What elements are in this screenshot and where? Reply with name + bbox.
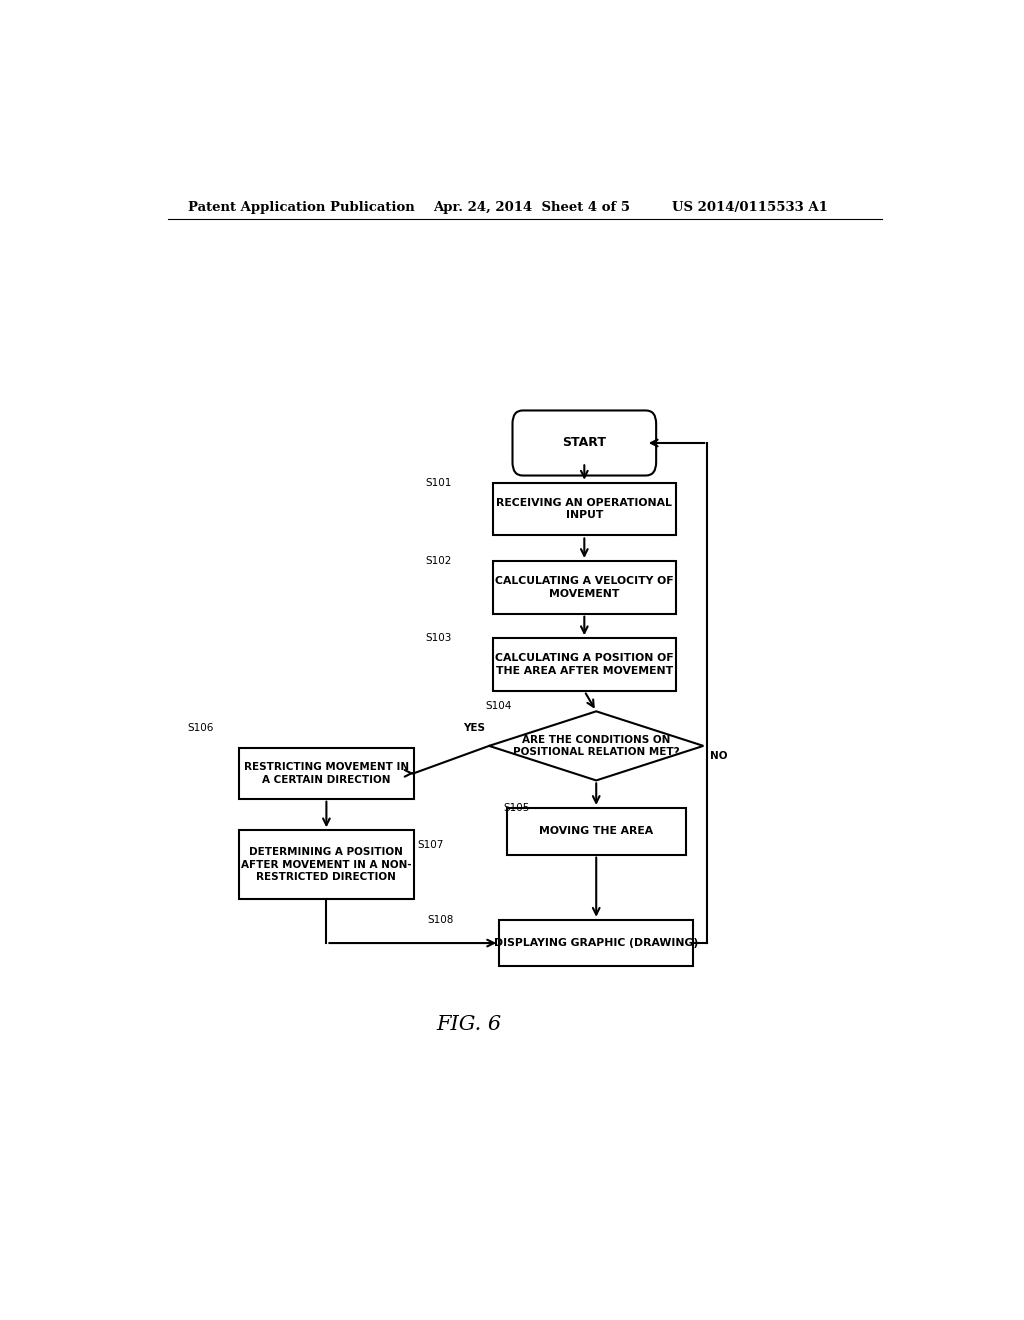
Text: FIG. 6: FIG. 6 <box>436 1015 502 1034</box>
Text: S104: S104 <box>485 701 512 711</box>
Text: S102: S102 <box>426 556 452 566</box>
Text: S107: S107 <box>418 841 444 850</box>
FancyBboxPatch shape <box>494 638 676 690</box>
FancyBboxPatch shape <box>240 830 414 899</box>
Text: ARE THE CONDITIONS ON
POSITIONAL RELATION MET?: ARE THE CONDITIONS ON POSITIONAL RELATIO… <box>513 735 680 758</box>
Text: START: START <box>562 437 606 450</box>
Text: MOVING THE AREA: MOVING THE AREA <box>540 826 653 837</box>
FancyBboxPatch shape <box>499 920 693 966</box>
FancyBboxPatch shape <box>512 411 656 475</box>
Text: RECEIVING AN OPERATIONAL
INPUT: RECEIVING AN OPERATIONAL INPUT <box>497 498 673 520</box>
Text: S106: S106 <box>187 722 214 733</box>
FancyBboxPatch shape <box>240 748 414 799</box>
Text: DISPLAYING GRAPHIC (DRAWING): DISPLAYING GRAPHIC (DRAWING) <box>495 939 698 948</box>
Text: RESTRICTING MOVEMENT IN
A CERTAIN DIRECTION: RESTRICTING MOVEMENT IN A CERTAIN DIRECT… <box>244 762 409 784</box>
Text: NO: NO <box>710 751 727 762</box>
FancyBboxPatch shape <box>494 561 676 614</box>
Text: S105: S105 <box>503 803 529 813</box>
Text: CALCULATING A VELOCITY OF
MOVEMENT: CALCULATING A VELOCITY OF MOVEMENT <box>495 576 674 598</box>
Text: DETERMINING A POSITION
AFTER MOVEMENT IN A NON-
RESTRICTED DIRECTION: DETERMINING A POSITION AFTER MOVEMENT IN… <box>241 847 412 882</box>
Text: S101: S101 <box>426 478 452 487</box>
Text: S108: S108 <box>428 915 454 924</box>
FancyBboxPatch shape <box>507 808 685 854</box>
Text: Apr. 24, 2014  Sheet 4 of 5: Apr. 24, 2014 Sheet 4 of 5 <box>433 201 631 214</box>
Text: Patent Application Publication: Patent Application Publication <box>187 201 415 214</box>
Text: S103: S103 <box>426 634 452 643</box>
Text: CALCULATING A POSITION OF
THE AREA AFTER MOVEMENT: CALCULATING A POSITION OF THE AREA AFTER… <box>495 653 674 676</box>
Polygon shape <box>489 711 703 780</box>
Text: YES: YES <box>463 722 485 733</box>
FancyBboxPatch shape <box>494 483 676 536</box>
Text: US 2014/0115533 A1: US 2014/0115533 A1 <box>672 201 827 214</box>
